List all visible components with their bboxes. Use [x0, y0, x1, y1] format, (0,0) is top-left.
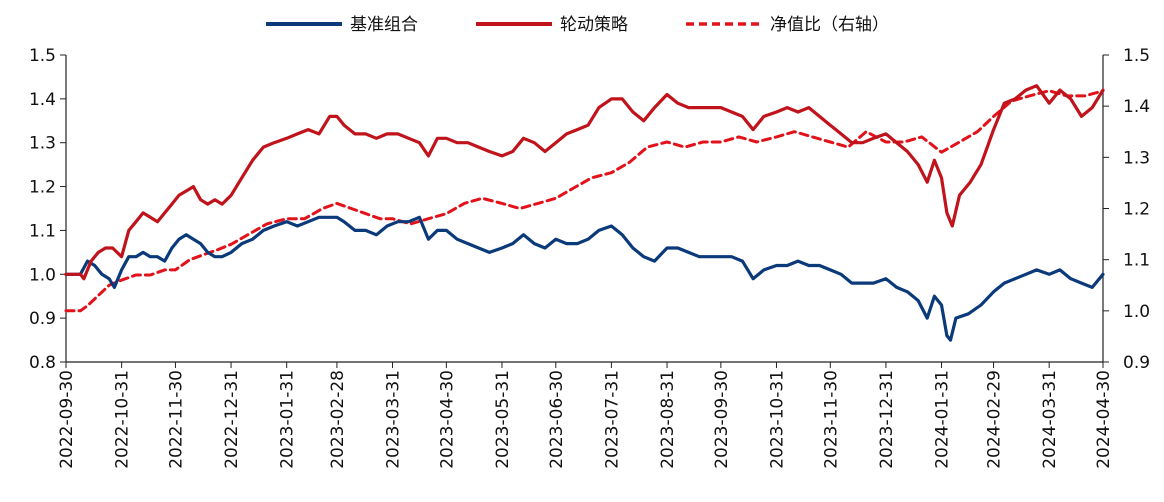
- x-tick-label: 2023-05-31: [493, 370, 513, 469]
- x-tick-label: 2022-11-30: [166, 370, 186, 469]
- series-layer: [64, 84, 1105, 342]
- y-right-tick-label: 1.1: [1123, 251, 1150, 271]
- x-tick-label: 2023-08-31: [658, 370, 678, 469]
- x-tick-label: 2023-11-30: [821, 370, 841, 469]
- y-right-tick-label: 1.2: [1123, 200, 1150, 220]
- x-tick-label: 2023-07-31: [602, 370, 622, 469]
- x-tick-label: 2023-02-28: [328, 370, 348, 469]
- y-left-tick-label: 1.3: [29, 134, 56, 154]
- y-right-tick-label: 1.3: [1123, 148, 1150, 168]
- x-tick-label: 2024-01-31: [933, 370, 953, 469]
- x-tick-label: 2023-04-30: [437, 370, 457, 469]
- x-tick-label: 2023-06-30: [547, 370, 567, 469]
- y-right-tick-label: 1.4: [1123, 97, 1150, 117]
- ratio-series-line: [64, 89, 1105, 313]
- axes: 0.8 0.9 1.0 1.1 1.2 1.3 1.4 1.5 0.9 1.0 1.1 1.2 1.3 1…: [29, 46, 1150, 469]
- y-left-tick-label: 1.1: [29, 221, 56, 241]
- legend-label-rotation: 轮动策略: [560, 15, 628, 35]
- y-right-tick-label: 1.5: [1123, 46, 1150, 66]
- rotation-series-line: [64, 84, 1105, 281]
- x-tick-label: 2024-04-30: [1094, 370, 1114, 469]
- legend-label-benchmark: 基准组合: [350, 15, 418, 35]
- x-tick-label: 2023-10-31: [767, 370, 787, 469]
- y-left-tick-label: 1.4: [29, 90, 56, 110]
- x-tick-label: 2022-09-30: [57, 370, 77, 469]
- x-tick-label: 2024-02-29: [985, 370, 1005, 469]
- x-tick-label: 2022-12-31: [222, 370, 242, 469]
- x-tick-label: 2023-09-30: [712, 370, 732, 469]
- x-tick-label: 2022-10-31: [113, 370, 133, 469]
- y-right-tick-label: 0.9: [1123, 353, 1150, 373]
- benchmark-series-line: [64, 215, 1105, 342]
- y-left-tick-label: 0.9: [29, 309, 56, 329]
- x-tick-label: 2023-03-31: [384, 370, 404, 469]
- y-left-tick-label: 1.2: [29, 178, 56, 198]
- y-left-tick-label: 0.8: [29, 353, 56, 373]
- y-right-tick-label: 1.0: [1123, 302, 1150, 322]
- legend: 基准组合 轮动策略 净值比（右轴）: [266, 15, 889, 35]
- y-left-tick-label: 1.5: [29, 46, 56, 66]
- x-tick-label: 2023-01-31: [278, 370, 298, 469]
- legend-label-ratio: 净值比（右轴）: [770, 15, 889, 35]
- x-tick-label: 2024-03-31: [1040, 370, 1060, 469]
- x-tick-label: 2023-12-31: [877, 370, 897, 469]
- y-left-tick-label: 1.0: [29, 265, 56, 285]
